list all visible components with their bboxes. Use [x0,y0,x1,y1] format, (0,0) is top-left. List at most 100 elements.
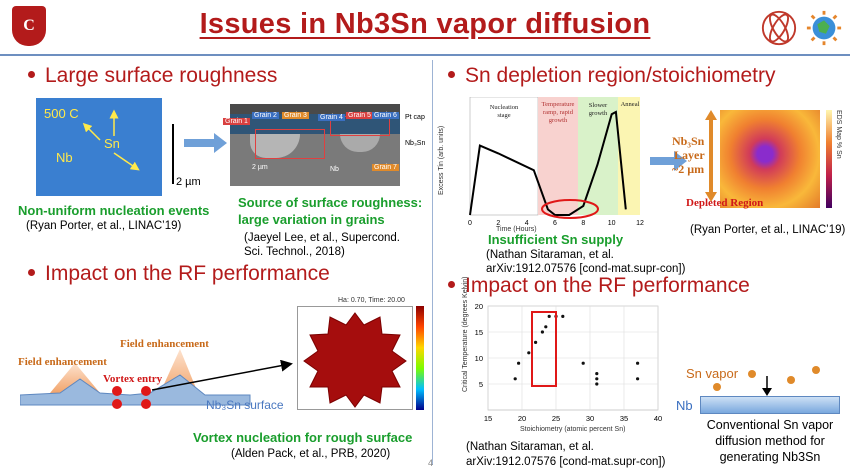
cross-scale-label: 2 µm [252,164,268,171]
eds-axis-label: EDS Map % Sn [835,110,842,159]
chart2-point [561,314,565,318]
chart1-x-tick: 10 [608,220,616,227]
chart2-y-tick: 15 [475,328,483,337]
roughness-caption-1: Source of surface roughness: [238,195,423,210]
sn-atom [787,376,795,384]
sn-atom [812,366,820,374]
bullet-icon [28,268,35,276]
chart1-x-tick: 12 [636,220,644,227]
heading-text: Impact on the RF performance [45,262,330,285]
bullet-icon [448,70,455,78]
depleted-region-label: Depleted Region [686,197,764,209]
chart2-point [636,361,640,365]
chart1-stage-label: Slower [589,102,608,109]
nb-substrate [700,396,840,414]
chart1-x-tick: 4 [525,220,529,227]
chart2-x-tick: 40 [654,414,662,423]
layer-thickness-arrow-icon [705,110,717,202]
blue-arrow-right-icon [650,151,687,171]
chart2-x-tick: 35 [620,414,628,423]
chart2-ylabel: Critical Temperature (degrees Kelvin) [462,276,469,392]
chart1-x-tick: 2 [496,220,500,227]
chart2-point [513,377,517,381]
grain-1-label: Grain 1 [223,118,250,125]
slide-title: Issues in Nb3Sn vapor diffusion [199,8,651,40]
sitaraman-cite-2a: (Nathan Sitaraman, et al. [466,441,594,453]
sem-nb-label: Nb [56,150,73,165]
stoichiometry-highlight [531,311,557,387]
chart2-x-tick: 30 [586,414,594,423]
eds-layer-label-3: ~2 µm [672,162,705,176]
pt-cap-label: Pt cap [405,114,425,121]
chart2-point [595,377,599,381]
grain-5-label: Grain 5 [346,112,373,119]
header-rule [0,54,850,56]
scale-label: 2 µm [176,176,201,188]
field-enhancement-diagram [20,349,251,406]
chart2-point [534,340,538,344]
chart1-stage-label: Anneal [621,101,640,108]
field-enhancement-label-1: Field enhancement [18,356,107,368]
chart1-x-tick: 6 [553,220,557,227]
bullet-icon [28,70,35,78]
heading-rf-left: Impact on the RF performance [28,262,330,286]
eds-layer-label-2: Layer [674,148,705,162]
roughness-cite-1: (Jaeyel Lee, et al., Supercond. [244,232,400,244]
atom-logo-icon [761,10,797,46]
chart2-xlabel: Stoichiometry (atomic percent Sn) [520,426,626,433]
chart1-stage-label: stage [497,112,510,119]
chart1-stage-label: ramp, rapid [543,109,574,116]
nb-substrate-label: Nb [676,398,693,413]
sitaraman-cite-1a: (Nathan Sitaraman, et al. [486,249,614,261]
nb-label: Nb [330,166,339,173]
simulation-title: Ha: 0.70, Time: 20.00 [338,297,405,304]
chart2-point [595,372,599,376]
vortex-dot [141,386,151,396]
grain-6-label: Grain 6 [372,112,399,119]
column-divider [432,60,433,465]
chart1-x-tick: 0 [468,220,472,227]
chart2-x-tick: 15 [484,414,492,423]
depletion-highlight [541,199,599,219]
heading-sn-depletion: Sn depletion region/stoichiometry [448,64,776,88]
sem-sn-label: Sn [104,136,120,151]
page-number: 4 [428,458,434,468]
vortex-entry-label: Vortex entry [103,373,163,385]
nucleation-cite: (Ryan Porter, et al., LINAC’19) [26,220,182,232]
conventional-text-1: Conventional Sn vapor [706,418,834,432]
conventional-text-2: diffusion method for [715,434,825,448]
chart1-stage-label: Temperature [542,101,575,108]
simulation-blob [303,312,407,408]
heading-text: Large surface roughness [45,64,278,87]
chart1-xlabel: Time (Hours) [496,226,537,233]
chart2-point [544,325,548,329]
nb3sn-label: Nb₃Sn [405,140,426,147]
sitaraman-cite-1b: arXiv:1912.07576 [cond-mat.supr-con]) [486,263,686,275]
field-enhancement-label-2: Field enhancement [120,338,209,350]
chart1-stage-label: Nucleation [490,104,519,111]
nb3sn-surface-label: Nb₃Sn surface [206,398,284,412]
arrow-to-simulation-icon [151,360,293,391]
chart2-x-tick: 25 [552,414,560,423]
eds-layer-label-1: Nb₃Sn [672,134,705,148]
chart2-point [547,314,551,318]
bullet-icon [448,280,455,288]
sitaraman-cite-2b: arXiv:1912.07576 [cond-mat.supr-con]) [466,456,666,468]
chart2-y-tick: 20 [475,302,483,311]
chart2-point [581,361,585,365]
heading-text: Sn depletion region/stoichiometry [465,64,776,87]
down-arrow-icon [762,376,772,396]
vortex-dot [112,386,122,396]
insufficient-sn-caption: Insufficient Sn supply [488,232,624,247]
eds-cite: (Ryan Porter, et al., LINAC’19) [690,224,846,236]
chart2-x-tick: 20 [518,414,526,423]
simulation-colorbar [416,306,424,410]
globe-logo-icon [806,10,842,46]
grain-2-label: Grain 2 [252,112,279,119]
roughness-cite-2: Sci. Technol., 2018) [244,246,345,258]
vortex-dot [112,399,122,409]
chart2-point [527,351,531,355]
vortex-cite: (Alden Pack, et al., PRB, 2020) [231,448,391,460]
chart2-point [517,361,521,365]
